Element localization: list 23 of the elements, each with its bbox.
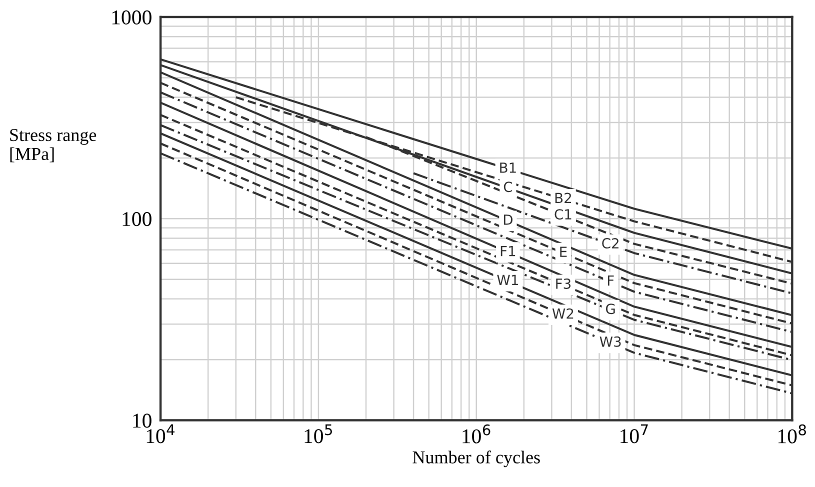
series-label: G [606, 304, 615, 314]
series-label: C2 [602, 238, 618, 249]
series-label: W3 [600, 336, 621, 347]
series-label: C [504, 182, 512, 192]
series-label: F3 [556, 278, 571, 289]
y-tick-label: 1000 [112, 10, 152, 24]
series-label: F [608, 275, 614, 286]
series-label: B2 [555, 192, 572, 204]
series-label: B1 [500, 162, 516, 173]
series-label: W2 [552, 308, 574, 319]
series-label: D [504, 214, 512, 225]
y-tick-label: 100 [122, 212, 152, 226]
y-tick-label: 10 [133, 414, 152, 428]
x-tick-label: 10$^{6}$ [462, 424, 490, 444]
series-label: C1 [554, 209, 572, 220]
x-axis-title: Number of cycles [412, 450, 540, 468]
series-label: E [560, 246, 567, 257]
x-tick-label: 10$^{7}$ [620, 424, 648, 444]
x-tick-label: 10$^{5}$ [304, 424, 332, 444]
y-axis-title: Stress range [MPa] [10, 128, 96, 162]
series-label: F1 [500, 246, 516, 256]
series-label: W1 [497, 274, 518, 286]
x-tick-label: 10$^{8}$ [778, 424, 806, 444]
